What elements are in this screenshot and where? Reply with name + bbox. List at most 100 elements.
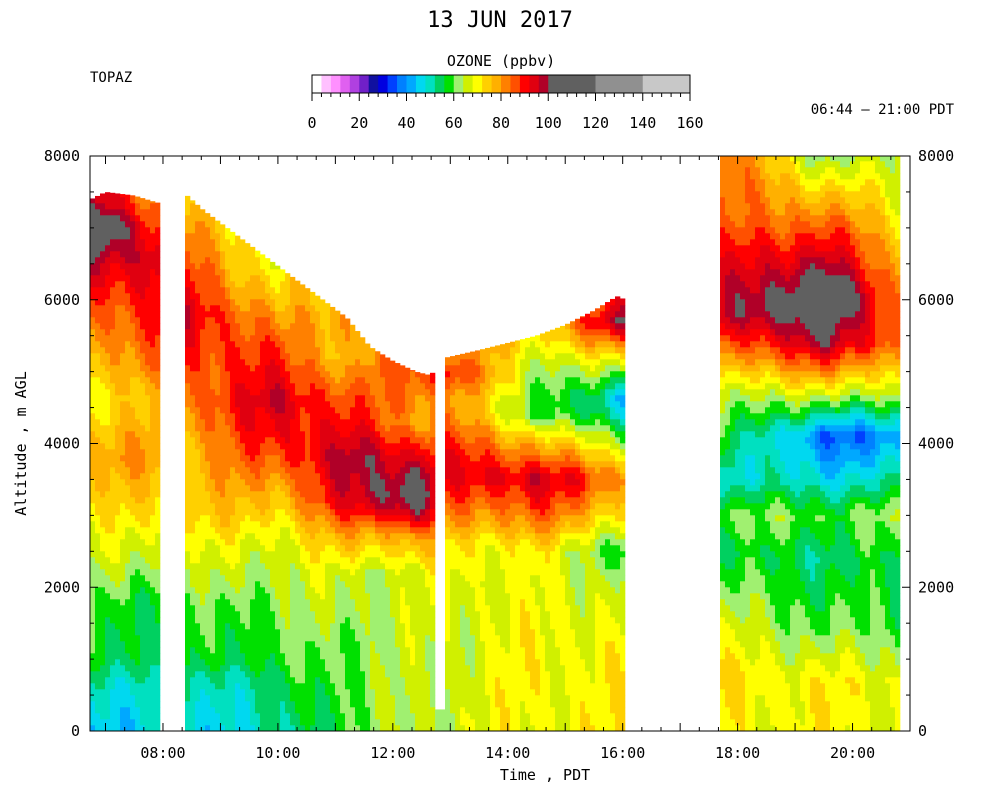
ozone-cell: [405, 383, 411, 390]
ozone-cell: [255, 275, 261, 282]
ozone-cell: [95, 677, 101, 684]
ozone-cell: [110, 215, 116, 222]
ozone-cell: [100, 677, 106, 684]
ozone-cell: [335, 677, 341, 684]
ozone-cell: [145, 419, 151, 426]
ozone-cell: [415, 557, 421, 564]
ozone-cell: [105, 671, 111, 678]
ozone-cell: [270, 275, 276, 282]
ozone-cell: [330, 371, 336, 378]
ozone-cell: [370, 635, 376, 642]
ozone-cell: [125, 725, 131, 732]
ozone-cell: [260, 539, 266, 546]
ozone-cell: [355, 473, 361, 480]
ozone-cell: [190, 227, 196, 234]
ozone-cell: [140, 719, 146, 726]
ozone-cell: [230, 593, 236, 600]
ozone-cell: [405, 491, 411, 498]
ozone-cell: [315, 305, 321, 312]
ozone-cell: [105, 617, 111, 624]
ozone-cell: [115, 473, 121, 480]
ozone-cell: [290, 425, 296, 432]
ozone-cell: [240, 455, 246, 462]
ozone-cell: [140, 233, 146, 240]
ozone-cell: [190, 293, 196, 300]
ozone-cell: [125, 281, 131, 288]
ozone-cell: [390, 623, 396, 630]
ozone-cell: [395, 623, 401, 630]
ozone-cell: [395, 617, 401, 624]
ozone-cell: [390, 545, 396, 552]
ozone-cell: [185, 257, 191, 264]
ozone-cell: [365, 389, 371, 396]
ozone-cell: [375, 533, 381, 540]
ozone-cell: [355, 647, 361, 654]
ozone-cell: [195, 245, 201, 252]
ozone-cell: [275, 311, 281, 318]
ozone-cell: [135, 611, 141, 618]
ozone-cell: [155, 461, 161, 468]
ozone-cell: [205, 419, 211, 426]
ozone-cell: [365, 407, 371, 414]
ozone-cell: [360, 377, 366, 384]
ozone-cell: [415, 527, 421, 534]
ozone-cell: [260, 677, 266, 684]
ozone-cell: [135, 329, 141, 336]
ozone-cell: [305, 443, 311, 450]
ozone-cell: [295, 623, 301, 630]
ozone-cell: [275, 515, 281, 522]
ozone-cell: [120, 647, 126, 654]
ozone-cell: [210, 251, 216, 258]
ozone-cell: [240, 593, 246, 600]
ozone-cell: [115, 551, 121, 558]
ozone-cell: [225, 228, 231, 234]
ozone-cell: [255, 311, 261, 318]
ozone-cell: [275, 599, 281, 606]
ozone-cell: [310, 509, 316, 516]
ozone-cell: [115, 437, 121, 444]
ozone-cell: [145, 611, 151, 618]
ozone-cell: [195, 317, 201, 324]
ozone-cell: [305, 485, 311, 492]
ozone-cell: [410, 725, 416, 732]
ozone-cell: [270, 701, 276, 708]
ozone-cell: [275, 413, 281, 420]
ozone-cell: [195, 425, 201, 432]
ozone-cell: [310, 443, 316, 450]
ozone-cell: [330, 335, 336, 342]
ozone-cell: [270, 261, 276, 264]
ozone-cell: [305, 641, 311, 648]
ozone-cell: [95, 611, 101, 618]
ozone-cell: [415, 437, 421, 444]
ozone-cell: [290, 689, 296, 696]
ozone-cell: [315, 329, 321, 336]
ozone-cell: [105, 701, 111, 708]
ozone-cell: [375, 605, 381, 612]
ozone-cell: [380, 611, 386, 618]
ozone-cell: [300, 701, 306, 708]
ozone-cell: [195, 293, 201, 300]
ozone-cell: [195, 659, 201, 666]
ozone-cell: [205, 365, 211, 372]
ozone-cell: [155, 581, 161, 588]
ozone-cell: [190, 389, 196, 396]
ozone-cell: [260, 431, 266, 438]
ozone-cell: [410, 425, 416, 432]
ozone-cell: [405, 455, 411, 462]
ozone-cell: [350, 593, 356, 600]
ozone-cell: [285, 293, 291, 300]
ozone-cell: [250, 473, 256, 480]
ozone-cell: [390, 689, 396, 696]
ozone-cell: [130, 371, 136, 378]
ozone-cell: [345, 425, 351, 432]
ozone-cell: [365, 353, 371, 360]
ozone-cell: [390, 629, 396, 636]
ozone-cell: [355, 707, 361, 714]
ozone-cell: [240, 443, 246, 450]
ozone-cell: [140, 227, 146, 234]
ozone-cell: [385, 653, 391, 660]
ozone-cell: [260, 413, 266, 420]
ozone-cell: [115, 491, 121, 498]
ozone-cell: [345, 569, 351, 576]
ozone-cell: [310, 335, 316, 342]
